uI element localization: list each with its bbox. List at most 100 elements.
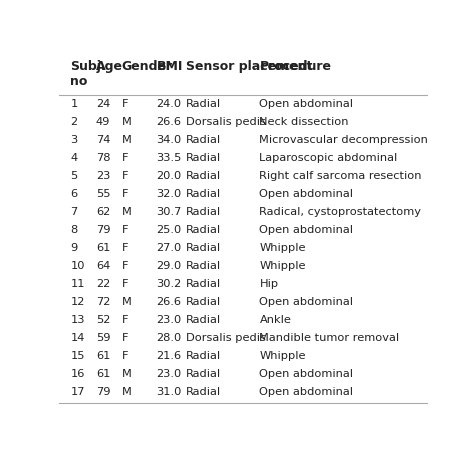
Text: Laparoscopic abdominal: Laparoscopic abdominal [259, 153, 398, 163]
Text: 78: 78 [96, 153, 110, 163]
Text: F: F [122, 334, 128, 344]
Text: 23.0: 23.0 [156, 369, 182, 379]
Text: 28.0: 28.0 [156, 334, 182, 344]
Text: 26.6: 26.6 [156, 297, 182, 307]
Text: 27.0: 27.0 [156, 243, 182, 253]
Text: Radial: Radial [186, 315, 221, 325]
Text: Radial: Radial [186, 135, 221, 145]
Text: F: F [122, 153, 128, 163]
Text: BMI: BMI [156, 60, 183, 72]
Text: F: F [122, 315, 128, 325]
Text: Open abdominal: Open abdominal [259, 297, 354, 307]
Text: Radial: Radial [186, 351, 221, 361]
Text: F: F [122, 279, 128, 289]
Text: 8: 8 [70, 225, 78, 235]
Text: 14: 14 [70, 334, 85, 344]
Text: 12: 12 [70, 297, 85, 307]
Text: F: F [122, 225, 128, 235]
Text: Radial: Radial [186, 261, 221, 271]
Text: 2: 2 [70, 117, 77, 127]
Text: 24: 24 [96, 99, 110, 109]
Text: 4: 4 [70, 153, 77, 163]
Text: Open abdominal: Open abdominal [259, 225, 354, 235]
Text: Radial: Radial [186, 99, 221, 109]
Text: 34.0: 34.0 [156, 135, 182, 145]
Text: Radial: Radial [186, 387, 221, 397]
Text: 23: 23 [96, 171, 110, 181]
Text: M: M [122, 117, 132, 127]
Text: 32.0: 32.0 [156, 189, 182, 199]
Text: 1: 1 [70, 99, 78, 109]
Text: F: F [122, 99, 128, 109]
Text: 26.6: 26.6 [156, 117, 182, 127]
Text: Radial: Radial [186, 171, 221, 181]
Text: 17: 17 [70, 387, 85, 397]
Text: 62: 62 [96, 207, 110, 217]
Text: 23.0: 23.0 [156, 315, 182, 325]
Text: 61: 61 [96, 369, 110, 379]
Text: 64: 64 [96, 261, 110, 271]
Text: Open abdominal: Open abdominal [259, 387, 354, 397]
Text: Subj.
no: Subj. no [70, 60, 106, 87]
Text: Microvascular decompression: Microvascular decompression [259, 135, 428, 145]
Text: F: F [122, 189, 128, 199]
Text: Sensor placement: Sensor placement [186, 60, 312, 72]
Text: 5: 5 [70, 171, 78, 181]
Text: Whipple: Whipple [259, 351, 306, 361]
Text: 30.2: 30.2 [156, 279, 182, 289]
Text: Neck dissection: Neck dissection [259, 117, 349, 127]
Text: Hip: Hip [259, 279, 279, 289]
Text: Radial: Radial [186, 369, 221, 379]
Text: 49: 49 [96, 117, 110, 127]
Text: Age: Age [96, 60, 123, 72]
Text: Dorsalis pedis: Dorsalis pedis [186, 117, 266, 127]
Text: 9: 9 [70, 243, 78, 253]
Text: Radial: Radial [186, 243, 221, 253]
Text: F: F [122, 243, 128, 253]
Text: Radial: Radial [186, 189, 221, 199]
Text: M: M [122, 207, 132, 217]
Text: Radial: Radial [186, 207, 221, 217]
Text: F: F [122, 351, 128, 361]
Text: 24.0: 24.0 [156, 99, 182, 109]
Text: M: M [122, 297, 132, 307]
Text: 21.6: 21.6 [156, 351, 182, 361]
Text: F: F [122, 261, 128, 271]
Text: Radial: Radial [186, 297, 221, 307]
Text: Dorsalis pedis: Dorsalis pedis [186, 334, 266, 344]
Text: Right calf sarcoma resection: Right calf sarcoma resection [259, 171, 422, 181]
Text: 74: 74 [96, 135, 110, 145]
Text: 31.0: 31.0 [156, 387, 182, 397]
Text: Mandible tumor removal: Mandible tumor removal [259, 334, 400, 344]
Text: Whipple: Whipple [259, 243, 306, 253]
Text: Open abdominal: Open abdominal [259, 369, 354, 379]
Text: 59: 59 [96, 334, 110, 344]
Text: 22: 22 [96, 279, 110, 289]
Text: M: M [122, 387, 132, 397]
Text: 11: 11 [70, 279, 85, 289]
Text: Open abdominal: Open abdominal [259, 189, 354, 199]
Text: 33.5: 33.5 [156, 153, 182, 163]
Text: F: F [122, 171, 128, 181]
Text: 16: 16 [70, 369, 85, 379]
Text: M: M [122, 369, 132, 379]
Text: 7: 7 [70, 207, 78, 217]
Text: M: M [122, 135, 132, 145]
Text: 55: 55 [96, 189, 110, 199]
Text: 61: 61 [96, 243, 110, 253]
Text: Ankle: Ankle [259, 315, 292, 325]
Text: 6: 6 [70, 189, 77, 199]
Text: Whipple: Whipple [259, 261, 306, 271]
Text: Radial: Radial [186, 153, 221, 163]
Text: 52: 52 [96, 315, 110, 325]
Text: Radial: Radial [186, 225, 221, 235]
Text: 79: 79 [96, 387, 110, 397]
Text: 10: 10 [70, 261, 85, 271]
Text: 20.0: 20.0 [156, 171, 182, 181]
Text: 3: 3 [70, 135, 78, 145]
Text: Radical, cystoprostatectomy: Radical, cystoprostatectomy [259, 207, 421, 217]
Text: Procedure: Procedure [259, 60, 331, 72]
Text: Radial: Radial [186, 279, 221, 289]
Text: Gender: Gender [122, 60, 173, 72]
Text: 72: 72 [96, 297, 110, 307]
